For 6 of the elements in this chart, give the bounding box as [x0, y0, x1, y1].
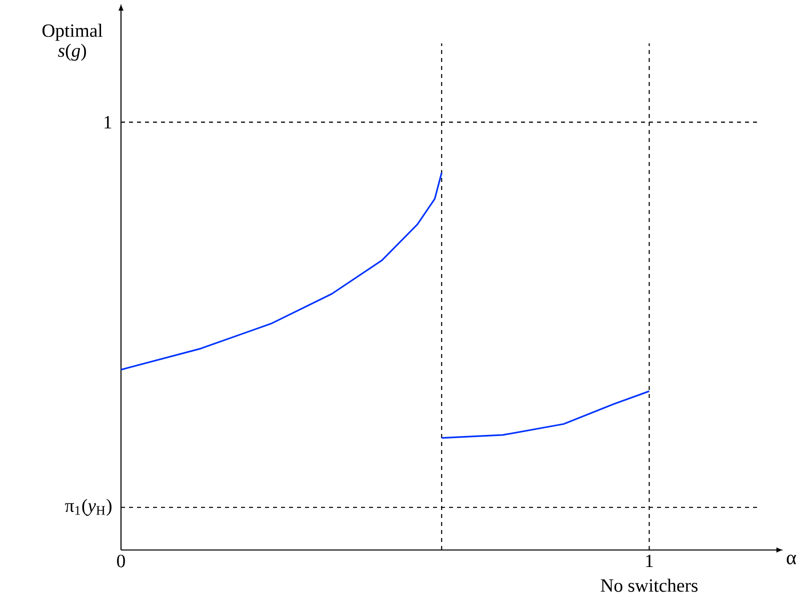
text: Optimal s(g): [42, 24, 103, 61]
x-tick-label: 0: [117, 554, 125, 568]
text: No switchers: [600, 578, 698, 592]
x-axis-title: α: [786, 554, 796, 564]
ref-line-label: 1: [104, 116, 112, 128]
ref-line-label: π$_{1}$(y$_{H}$): [65, 498, 112, 516]
